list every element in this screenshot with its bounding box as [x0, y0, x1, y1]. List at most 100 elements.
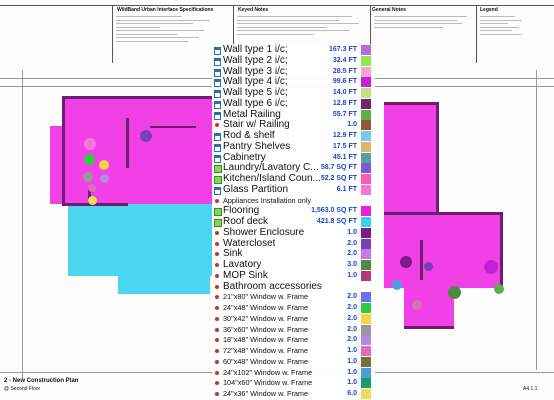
takeoff-row[interactable]: Appliances Installation only — [212, 195, 375, 207]
takeoff-row[interactable]: Laundry/Lavatory C... 58.7 SQ FT — [212, 162, 375, 174]
takeoff-row[interactable]: 24"x48" Window w. Frame 2.0 — [212, 302, 375, 314]
takeoff-row[interactable]: 60"x48" Window w. Frame 1.0 — [212, 356, 375, 368]
takeoff-row[interactable]: 18"x48" Window w. Frame 2.0 — [212, 334, 375, 346]
wall-segment[interactable] — [62, 96, 65, 206]
color-swatch[interactable] — [361, 174, 371, 184]
roof-deck-area[interactable] — [118, 276, 210, 294]
takeoff-label: 24"x36" Window w. Frame — [223, 389, 309, 398]
takeoff-row[interactable]: Stair w/ Railing 1.0 — [212, 119, 375, 131]
shower-marker[interactable] — [400, 256, 412, 268]
takeoff-row[interactable]: Wall type 1 i/c; 167.3 FT — [212, 44, 375, 56]
color-swatch[interactable] — [361, 120, 371, 131]
color-swatch[interactable] — [361, 313, 371, 324]
flooring-area[interactable] — [50, 126, 64, 204]
takeoff-row[interactable]: Roof deck 421.8 SQ FT — [212, 216, 375, 228]
color-swatch[interactable] — [361, 66, 371, 77]
takeoff-row[interactable]: 72"x48" Window w. Frame 1.0 — [212, 345, 375, 357]
takeoff-row[interactable]: 104"x60" Window w. Frame 1.0 — [212, 377, 375, 389]
color-swatch[interactable] — [361, 88, 371, 98]
window-marker[interactable] — [83, 172, 93, 182]
takeoff-row[interactable]: Wall type 3 i/c; 28.5 FT — [212, 66, 375, 78]
takeoff-row[interactable]: Wall type 4 i/c; 99.6 FT — [212, 76, 375, 88]
takeoff-row[interactable]: Wall type 5 i/c; 14.0 FT — [212, 87, 375, 99]
color-swatch[interactable] — [361, 109, 371, 120]
takeoff-row[interactable]: 21"x80" Window w. Frame 2.0 — [212, 291, 375, 303]
takeoff-row[interactable]: Sink 2.0 — [212, 248, 375, 260]
color-swatch[interactable] — [361, 270, 371, 281]
lavatory-marker[interactable] — [448, 286, 461, 299]
color-swatch[interactable] — [361, 163, 371, 174]
color-swatch[interactable] — [361, 324, 371, 335]
color-swatch[interactable] — [361, 356, 371, 367]
wall-segment[interactable] — [62, 96, 212, 99]
flooring-area[interactable] — [404, 288, 454, 328]
takeoff-row[interactable]: Lavatory 3.0 — [212, 259, 375, 271]
takeoff-row[interactable]: 24"x102" Window w. Frame 1.0 — [212, 367, 375, 379]
window-marker[interactable] — [392, 280, 402, 290]
takeoff-row[interactable]: Bathroom accessories — [212, 281, 375, 293]
takeoff-row[interactable]: Flooring 1,563.0 SQ FT — [212, 205, 375, 217]
watercloset-marker[interactable] — [424, 262, 433, 271]
color-swatch[interactable] — [361, 98, 371, 109]
wall-segment[interactable] — [436, 102, 439, 214]
takeoff-row[interactable]: Wall type 6 i/c; 12.8 FT — [212, 98, 375, 110]
wall-segment[interactable] — [126, 118, 129, 168]
color-swatch[interactable] — [361, 389, 371, 399]
color-swatch[interactable] — [361, 367, 371, 378]
dot-icon — [215, 316, 219, 321]
color-swatch[interactable] — [361, 303, 371, 313]
wall-segment[interactable] — [150, 126, 196, 128]
takeoff-row[interactable]: Pantry Shelves 17.5 FT — [212, 141, 375, 153]
window-marker[interactable] — [100, 174, 109, 183]
color-swatch[interactable] — [361, 260, 371, 270]
roof-deck-area[interactable] — [68, 204, 212, 276]
flooring-area[interactable] — [384, 102, 438, 212]
window-marker[interactable] — [84, 154, 95, 165]
fixture-marker[interactable] — [484, 260, 498, 274]
takeoff-row[interactable]: Watercloset 2.0 — [212, 238, 375, 250]
color-swatch[interactable] — [361, 292, 371, 303]
window-marker[interactable] — [412, 300, 422, 310]
wall-segment[interactable] — [500, 212, 503, 290]
flooring-area[interactable] — [384, 212, 502, 288]
window-marker[interactable] — [88, 196, 97, 205]
takeoff-row[interactable]: Wall type 2 i/c; 32.4 FT — [212, 55, 375, 67]
takeoff-row[interactable]: MOP Sink 1.0 — [212, 270, 375, 282]
color-swatch[interactable] — [361, 152, 371, 163]
color-swatch[interactable] — [361, 249, 371, 260]
color-swatch[interactable] — [361, 378, 371, 389]
takeoff-row[interactable]: 36"x60" Window w. Frame 2.0 — [212, 324, 375, 336]
wall-segment[interactable] — [404, 326, 454, 329]
color-swatch[interactable] — [361, 77, 371, 88]
window-marker[interactable] — [99, 160, 109, 170]
takeoff-row[interactable]: 30"x42" Window w. Frame 2.0 — [212, 313, 375, 325]
color-swatch[interactable] — [361, 238, 371, 249]
wall-segment[interactable] — [420, 240, 423, 280]
watercloset-marker[interactable] — [140, 130, 152, 142]
wall-segment[interactable] — [62, 203, 128, 206]
color-swatch[interactable] — [361, 217, 371, 227]
window-marker[interactable] — [494, 284, 504, 294]
fixture-marker[interactable] — [84, 138, 96, 150]
flooring-area[interactable] — [62, 96, 214, 204]
window-marker[interactable] — [88, 184, 96, 192]
takeoff-row[interactable]: Kitchen/Island Coun... 52.2 SQ FT — [212, 173, 375, 185]
color-swatch[interactable] — [361, 131, 371, 141]
color-swatch[interactable] — [361, 206, 371, 217]
color-swatch[interactable] — [361, 45, 371, 55]
color-swatch[interactable] — [361, 141, 371, 152]
takeoff-row[interactable]: Metal Railing 55.7 FT — [212, 109, 375, 121]
color-swatch[interactable] — [361, 55, 371, 66]
color-swatch[interactable] — [361, 227, 371, 238]
takeoff-row[interactable]: Glass Partition 6.1 FT — [212, 184, 375, 196]
takeoff-row[interactable]: Cabinetry 45.1 FT — [212, 152, 375, 164]
takeoff-row[interactable]: Shower Enclosure 1.0 — [212, 227, 375, 239]
color-swatch[interactable] — [361, 346, 371, 356]
takeoff-row[interactable]: 24"x36" Window w. Frame 6.0 — [212, 388, 375, 400]
wall-segment[interactable] — [384, 102, 438, 105]
takeoff-row[interactable]: Rod & shelf 12.9 FT — [212, 130, 375, 142]
color-swatch[interactable] — [361, 335, 371, 346]
wall-segment[interactable] — [384, 212, 502, 215]
color-swatch[interactable] — [361, 184, 371, 195]
takeoff-label: Wall type 4 i/c; — [223, 76, 288, 88]
